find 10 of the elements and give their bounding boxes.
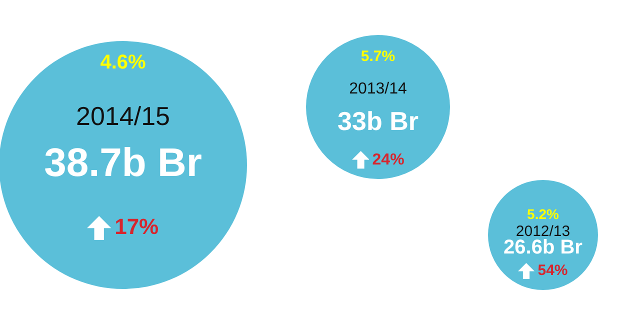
data-label: 5.2% xyxy=(527,206,560,222)
data-label: 38.7b Br xyxy=(44,141,202,186)
category-label: 2014/15 xyxy=(76,101,170,132)
data-label: 54% xyxy=(538,262,568,280)
data-label: 5.7% xyxy=(360,48,396,66)
data-label: 4.6% xyxy=(100,52,146,74)
category-label: 2013/14 xyxy=(349,80,408,98)
data-label: 24% xyxy=(372,151,404,168)
data-label: 17% xyxy=(114,214,159,240)
data-label: 33b Br xyxy=(338,106,418,136)
